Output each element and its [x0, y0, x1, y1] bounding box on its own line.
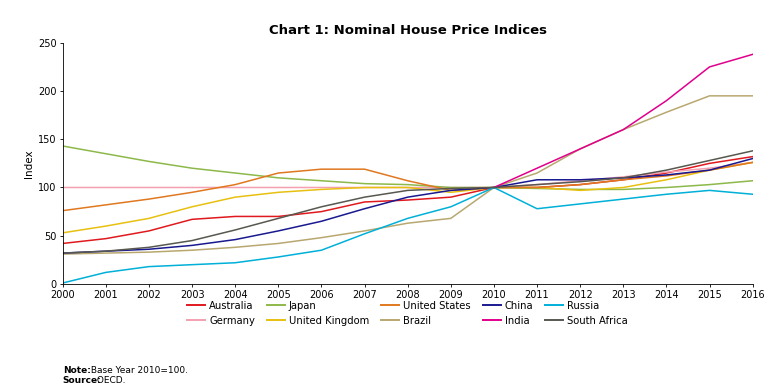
Text: Base Year 2010=100.: Base Year 2010=100.: [88, 366, 188, 375]
Text: Note:: Note:: [63, 366, 91, 375]
Text: Source:: Source:: [63, 376, 101, 385]
Title: Chart 1: Nominal House Price Indices: Chart 1: Nominal House Price Indices: [269, 25, 546, 37]
Text: OECD.: OECD.: [94, 376, 125, 385]
Legend: Australia, Germany, Japan, United Kingdom, United States, Brazil, China, India, : Australia, Germany, Japan, United Kingdo…: [187, 301, 628, 326]
Y-axis label: Index: Index: [24, 149, 34, 178]
